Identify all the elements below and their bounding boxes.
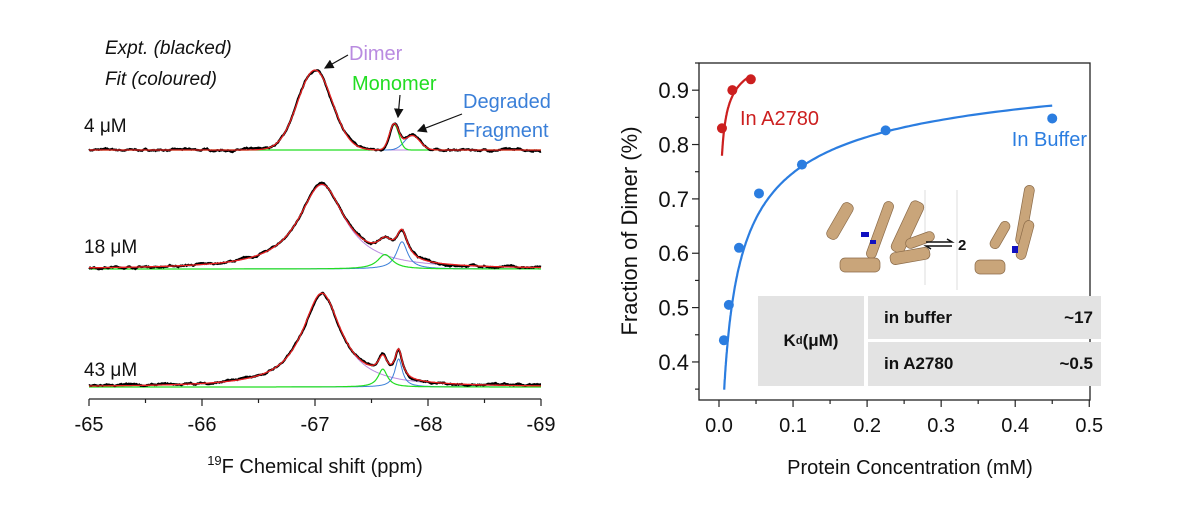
total-fit-line	[88, 183, 541, 269]
data-point-a2780	[745, 74, 756, 85]
spectrum-0	[88, 69, 542, 154]
concentration-label: 18 μM	[84, 237, 137, 258]
y-tick-label: 0.5	[658, 296, 689, 321]
spectrum-1	[88, 181, 542, 271]
x-tick-label: -66	[188, 414, 217, 436]
y-tick-label: 0.7	[658, 187, 689, 212]
data-point-buffer	[1047, 113, 1058, 124]
protein-ribbon	[905, 231, 935, 249]
kd-symbol: K	[783, 331, 796, 350]
plot-frame	[698, 62, 1091, 401]
x-tick-label: 0.5	[1075, 415, 1103, 437]
fit-curve-a2780	[720, 74, 752, 156]
data-point-a2780	[727, 85, 738, 96]
fragment-arrow	[416, 113, 463, 133]
y-tick-label: 0.6	[658, 241, 689, 266]
x-tick-label: -67	[301, 414, 330, 436]
monomer-fit-line	[89, 254, 541, 270]
total-fit-line	[89, 69, 541, 151]
kd-row-label: in buffer	[884, 307, 952, 327]
y-tick-label: 0.9	[658, 78, 689, 103]
x-tick-label: -68	[414, 414, 443, 436]
y-tick-label: 0.8	[658, 133, 689, 158]
protein-ribbon	[1015, 220, 1035, 260]
protein-structure-image: 2	[826, 185, 1035, 290]
kd-row-label: in A2780	[884, 354, 954, 373]
monomer-arrow	[393, 94, 404, 119]
x-tick-label: 0.3	[927, 415, 955, 437]
x-axis-label: Protein Concentration (mM)	[787, 457, 1033, 479]
x-axis-label: 19F Chemical shift (ppm)	[207, 453, 423, 478]
data-point-a2780	[716, 123, 727, 134]
labeled-site	[870, 240, 876, 244]
data-point-buffer	[723, 299, 734, 310]
fragment-annotation-line2: Fragment	[463, 120, 549, 142]
kd-row-value: ~0.5	[1059, 354, 1093, 373]
x-tick-label: -65	[75, 414, 104, 436]
kd-unit: (μM)	[802, 331, 839, 350]
series-label-buffer: In Buffer	[1012, 129, 1088, 151]
protein-ribbon	[866, 201, 894, 259]
total-fit-line	[89, 292, 541, 387]
dimer-annotation: Dimer	[349, 43, 403, 65]
y-axis-label: Fraction of Dimer (%)	[617, 126, 642, 335]
protein-ribbon	[974, 259, 1006, 275]
protein-ribbon	[826, 202, 854, 240]
kd-subscript: d	[795, 335, 803, 347]
spectrum-2	[88, 291, 541, 388]
equilibrium-stoichiometry: 2	[958, 237, 966, 254]
series-label-a2780: In A2780	[740, 108, 819, 130]
data-point-buffer	[753, 188, 764, 199]
monomer-fit-line	[89, 368, 541, 388]
legend-fit: Fit (coloured)	[105, 69, 217, 90]
data-point-buffer	[733, 242, 744, 253]
concentration-label: 4 μM	[84, 116, 127, 137]
x-tick-label: 0.2	[853, 415, 881, 437]
kd-row-value: ~17	[1064, 307, 1093, 327]
data-point-buffer	[718, 335, 729, 346]
dimer-arrow	[323, 54, 349, 69]
monomer-annotation: Monomer	[352, 73, 437, 95]
data-point-buffer	[796, 159, 807, 170]
labeled-site	[861, 232, 869, 237]
data-point-buffer	[880, 125, 891, 136]
legend-expt: Expt. (blacked)	[105, 38, 232, 59]
kd-row-a2780: in A2780 ~0.5	[868, 342, 1101, 386]
x-tick-label: 0.4	[1001, 415, 1029, 437]
equilibrium-arrows-icon	[923, 238, 955, 250]
x-tick-label: 0.0	[705, 415, 733, 437]
x-tick-label: -69	[527, 414, 556, 436]
concentration-label: 43 μM	[84, 360, 137, 381]
kd-row-buffer: in buffer ~17	[868, 296, 1101, 339]
protein-ribbon	[889, 247, 931, 265]
fragment-annotation-line1: Degraded	[463, 91, 551, 113]
protein-ribbon	[989, 220, 1011, 250]
protein-ribbon	[890, 200, 925, 254]
labeled-site	[1012, 246, 1018, 253]
y-tick-label: 0.4	[658, 350, 689, 375]
x-tick-label: 0.1	[779, 415, 807, 437]
protein-ribbon	[839, 257, 881, 273]
